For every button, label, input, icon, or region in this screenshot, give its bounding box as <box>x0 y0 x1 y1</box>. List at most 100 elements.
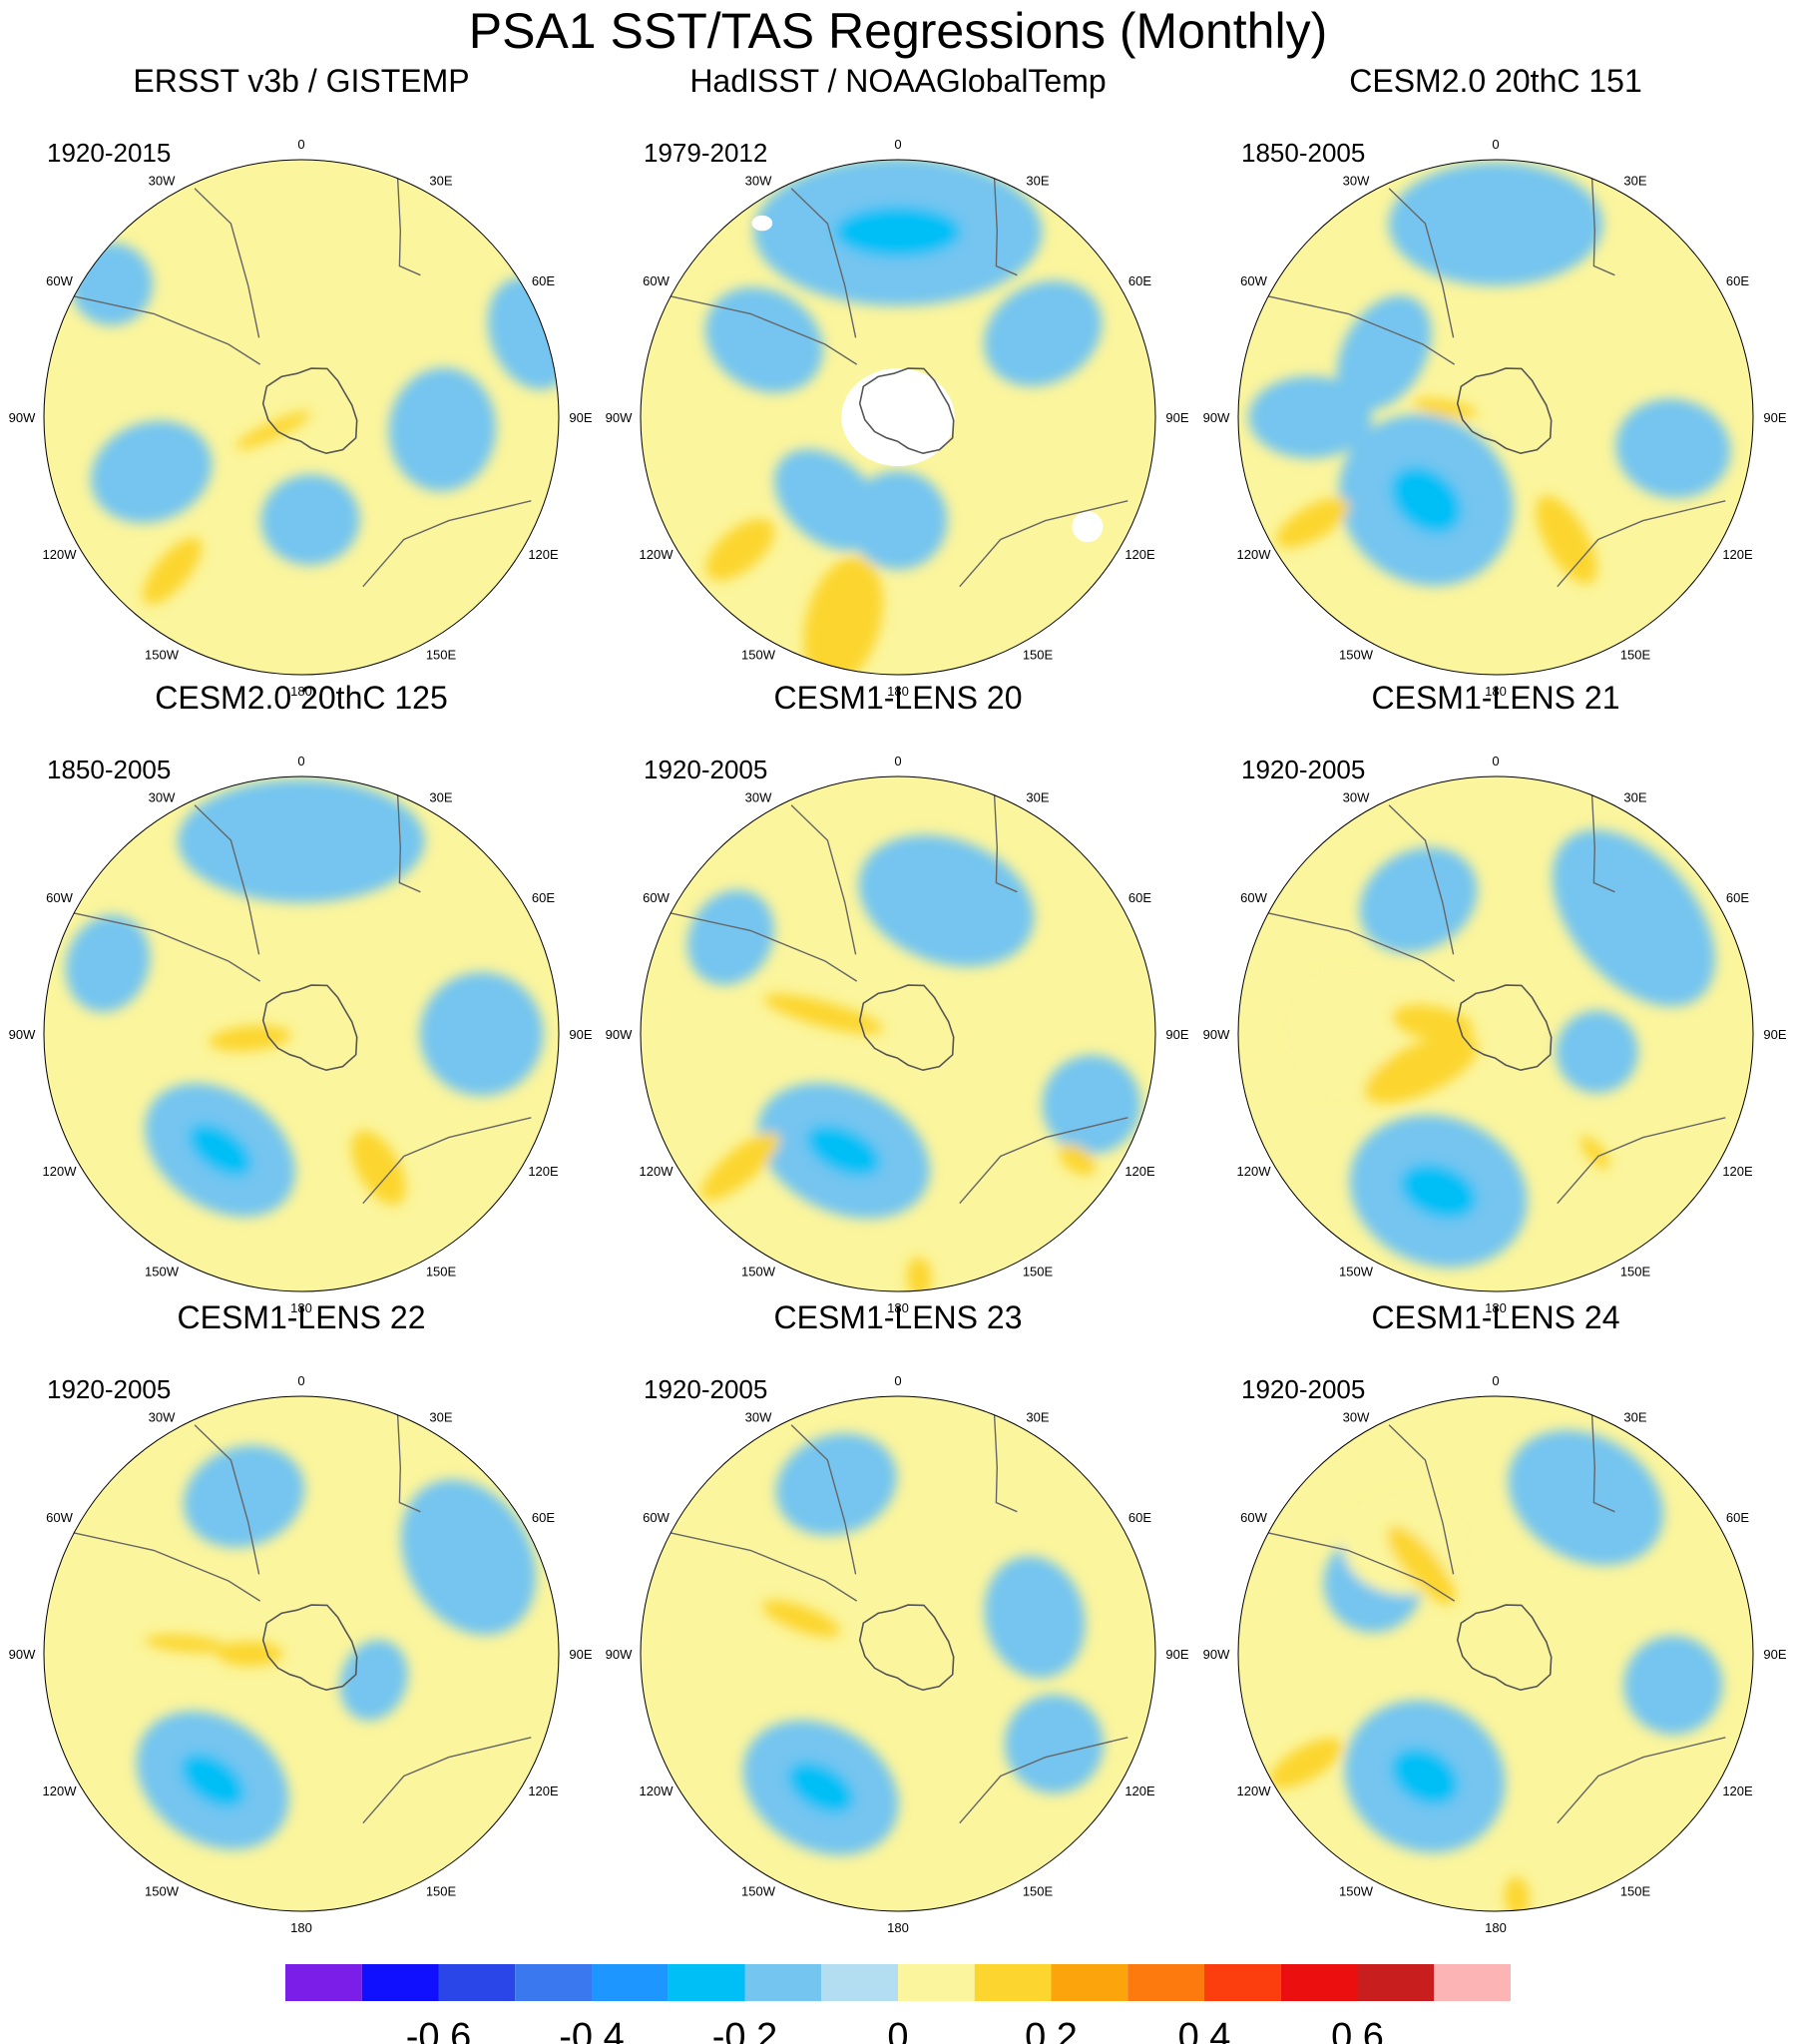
continent-coastline <box>790 188 857 338</box>
continent-coastline <box>959 500 1128 588</box>
continent-coastline <box>194 804 260 955</box>
continent-coastline <box>74 912 261 982</box>
period-label: 1920-2005 <box>644 755 767 784</box>
panel-title: CESM1-LENS 24 <box>1372 1299 1620 1335</box>
negative-anomaly-region <box>704 286 824 393</box>
colorbar-tick-label: -0.2 <box>712 2016 777 2044</box>
longitude-label: 150E <box>1620 647 1651 662</box>
positive-anomaly-region <box>217 1641 283 1667</box>
colorbar-tick-label: 0.6 <box>1331 2016 1384 2044</box>
longitude-label: 90W <box>9 1027 36 1042</box>
continent-coastline <box>1557 1117 1726 1205</box>
colorbar-tick-label: -0.6 <box>406 2016 471 2044</box>
longitude-label: 120W <box>1237 1784 1272 1798</box>
negative-anomaly-region <box>1388 162 1603 286</box>
longitude-label: 60E <box>1128 273 1151 288</box>
continent-coastline <box>1268 295 1456 365</box>
longitude-label: 90E <box>569 1647 592 1662</box>
negative-anomaly-region <box>1336 295 1432 410</box>
positive-anomaly-region <box>351 1130 406 1206</box>
longitude-label: 120W <box>1237 547 1272 562</box>
longitude-label: 60E <box>1726 273 1749 288</box>
negative-anomaly-region <box>178 778 425 903</box>
negative-anomaly-region <box>1004 1694 1104 1793</box>
continent-coastline <box>671 912 858 982</box>
longitude-label: 120E <box>1124 1784 1155 1798</box>
longitude-label: 150W <box>1339 1883 1374 1898</box>
continent-coastline <box>74 295 261 365</box>
negative-anomaly-region <box>1508 1429 1664 1566</box>
continent-coastline <box>1268 912 1456 982</box>
continent-coastline <box>959 1737 1128 1824</box>
map-panel: HadISST / NOAAGlobalTemp 1979-2012 0 30E 60E… <box>606 63 1189 699</box>
panel-title: ERSST v3b / GISTEMP <box>133 63 469 99</box>
strong-negative-anomaly-region <box>181 1753 245 1807</box>
positive-anomaly-region <box>1364 1034 1479 1104</box>
longitude-label: 180 <box>290 1300 312 1315</box>
negative-anomaly-region <box>400 1479 537 1636</box>
longitude-label: 30E <box>1623 1410 1646 1425</box>
antarctica-coastline <box>858 367 955 455</box>
longitude-label: 30E <box>1623 790 1646 805</box>
longitude-label: 90W <box>606 1027 633 1042</box>
antarctica-coastline <box>261 1604 358 1692</box>
negative-anomaly-region <box>686 889 774 985</box>
longitude-label: 0 <box>1492 754 1499 768</box>
continent-coastline <box>790 1424 857 1575</box>
longitude-label: 150W <box>741 1264 776 1278</box>
longitude-label: 120W <box>43 1164 78 1179</box>
longitude-label: 150W <box>1339 647 1374 662</box>
continent-coastline <box>1590 794 1615 893</box>
longitude-label: 120W <box>43 547 78 562</box>
colorbar-tick-label: -0.4 <box>559 2016 624 2044</box>
map-border <box>1237 1395 1754 1912</box>
longitude-label: 60W <box>643 1510 670 1525</box>
longitude-label: 150W <box>741 647 776 662</box>
longitude-label: 30W <box>745 790 772 805</box>
continent-coastline <box>396 794 421 893</box>
map-border <box>1237 159 1754 676</box>
continent-coastline <box>790 804 857 955</box>
map-panel: CESM1-LENS 23 1920-2005 0 30E 60E 90E 120E 150E… <box>606 1299 1189 1935</box>
continent-coastline <box>1388 188 1455 338</box>
continent-coastline <box>671 1532 858 1602</box>
longitude-label: 150E <box>1023 1883 1054 1898</box>
longitude-label: 180 <box>887 684 909 699</box>
longitude-label: 150E <box>1023 1264 1054 1278</box>
strong-negative-anomaly-region <box>806 1125 881 1177</box>
longitude-label: 60W <box>46 273 73 288</box>
missing-data-region <box>751 215 773 232</box>
longitude-label: 180 <box>887 1300 909 1315</box>
colorbar-segment <box>974 1964 1052 2001</box>
strong-negative-anomaly-region <box>834 206 962 257</box>
map-border <box>1237 775 1754 1292</box>
continent-coastline <box>1268 1532 1456 1602</box>
negative-anomaly-region <box>1042 1055 1141 1155</box>
longitude-label: 120E <box>1722 1164 1753 1179</box>
map-panel: CESM2.0 20thC 151 1850-2005 0 30E 60E 90E 120E… <box>1203 63 1787 699</box>
map-panel: CESM1-LENS 21 1920-2005 0 30E 60E 90E 120E 150E… <box>1203 680 1787 1315</box>
colorbar-segment <box>668 1964 745 2001</box>
colorbar-segment <box>1357 1964 1435 2001</box>
longitude-label: 30W <box>1343 1410 1370 1425</box>
positive-anomaly-region <box>1391 1005 1474 1041</box>
longitude-label: 120W <box>640 1784 674 1798</box>
positive-anomaly-region <box>1387 1525 1456 1605</box>
longitude-label: 120E <box>1124 547 1155 562</box>
negative-anomaly-region <box>1556 1010 1638 1094</box>
strong-negative-anomaly-region <box>1390 466 1462 534</box>
longitude-label: 120E <box>1722 1784 1753 1798</box>
longitude-label: 120E <box>528 1784 559 1798</box>
colorbar-segment <box>1280 1964 1358 2001</box>
longitude-label: 30W <box>149 790 176 805</box>
longitude-label: 30E <box>1026 790 1049 805</box>
continent-coastline <box>362 1117 532 1205</box>
continent-coastline <box>362 500 532 588</box>
positive-anomaly-region <box>705 518 775 581</box>
strong-negative-anomaly-region <box>1400 1164 1477 1220</box>
panel-title: CESM2.0 20thC 151 <box>1349 63 1642 99</box>
longitude-label: 0 <box>297 754 304 768</box>
longitude-label: 150W <box>1339 1264 1374 1278</box>
period-label: 1979-2012 <box>644 138 767 168</box>
colorbar-tick-label: 0 <box>887 2016 908 2044</box>
